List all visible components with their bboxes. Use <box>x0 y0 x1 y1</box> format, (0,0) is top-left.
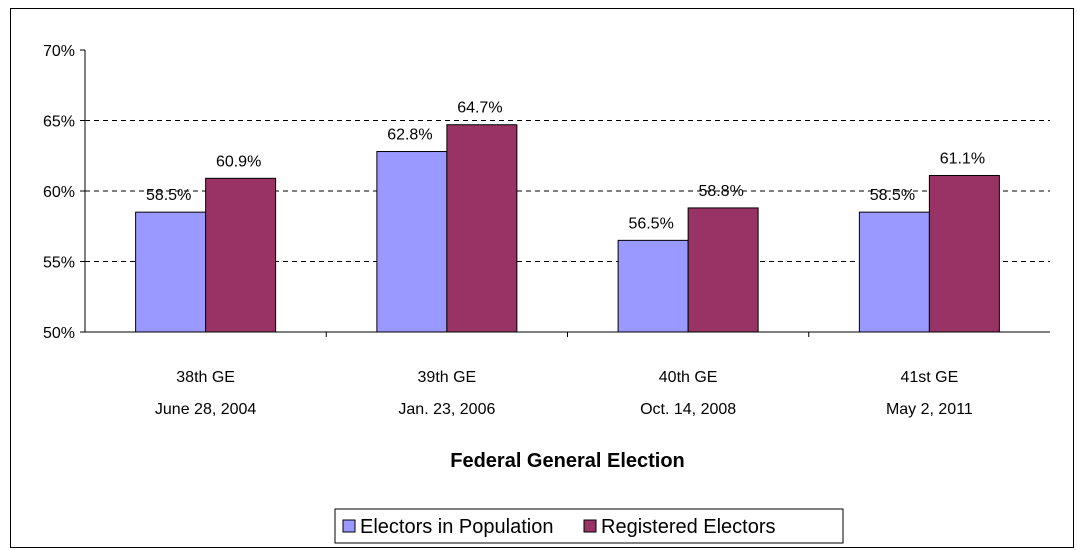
y-tick-label: 70% <box>43 43 75 60</box>
bar <box>376 151 448 333</box>
data-label: 58.5% <box>146 187 191 204</box>
legend-label: Electors in Population <box>360 516 553 538</box>
y-tick-label: 55% <box>43 255 75 272</box>
data-label: 62.8% <box>387 127 432 144</box>
bar <box>858 211 930 333</box>
x-tick-label: 41st GE <box>900 369 958 386</box>
bar <box>135 211 207 333</box>
x-tick-label: 38th GE <box>176 369 235 386</box>
bar <box>928 174 1000 333</box>
x-axis-title: Federal General Election <box>450 450 685 472</box>
bar <box>687 207 759 333</box>
data-label: 64.7% <box>457 100 502 117</box>
x-tick-label: June 28, 2004 <box>155 401 257 418</box>
y-tick-label: 50% <box>43 325 75 342</box>
x-tick-label: May 2, 2011 <box>886 401 973 418</box>
x-tick-label: 40th GE <box>659 369 718 386</box>
y-tick-label: 60% <box>43 184 75 201</box>
y-tick-label: 65% <box>43 114 75 131</box>
legend-swatch <box>342 519 356 533</box>
legend-label: Registered Electors <box>601 516 776 538</box>
data-label: 60.9% <box>216 153 261 170</box>
bar <box>446 124 518 333</box>
data-label: 58.5% <box>870 187 915 204</box>
x-tick-label: 39th GE <box>418 369 477 386</box>
x-tick-label: Jan. 23, 2006 <box>398 401 495 418</box>
bar <box>205 177 277 333</box>
x-tick-label: Oct. 14, 2008 <box>640 401 736 418</box>
legend-swatch <box>583 519 597 533</box>
data-label: 58.8% <box>698 183 743 200</box>
bar <box>617 239 689 333</box>
data-label: 61.1% <box>940 150 985 167</box>
data-label: 56.5% <box>628 215 673 232</box>
